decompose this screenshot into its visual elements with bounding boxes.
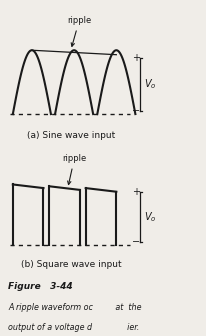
- Text: +: +: [131, 53, 139, 63]
- Text: ripple: ripple: [62, 155, 86, 184]
- Text: output of a voltage d              ier.: output of a voltage d ier.: [8, 324, 139, 332]
- Text: +: +: [131, 187, 139, 197]
- Text: Figure   3-44: Figure 3-44: [8, 282, 73, 291]
- Text: $V_o$: $V_o$: [144, 78, 156, 91]
- Text: −: −: [131, 237, 139, 247]
- Text: $V_o$: $V_o$: [144, 210, 156, 224]
- Text: (a) Sine wave input: (a) Sine wave input: [27, 131, 115, 140]
- Text: A ripple waveform oc         at  the: A ripple waveform oc at the: [8, 303, 141, 312]
- Text: (b) Square wave input: (b) Square wave input: [21, 260, 121, 269]
- Text: −: −: [131, 106, 139, 116]
- Text: ripple: ripple: [67, 16, 91, 46]
